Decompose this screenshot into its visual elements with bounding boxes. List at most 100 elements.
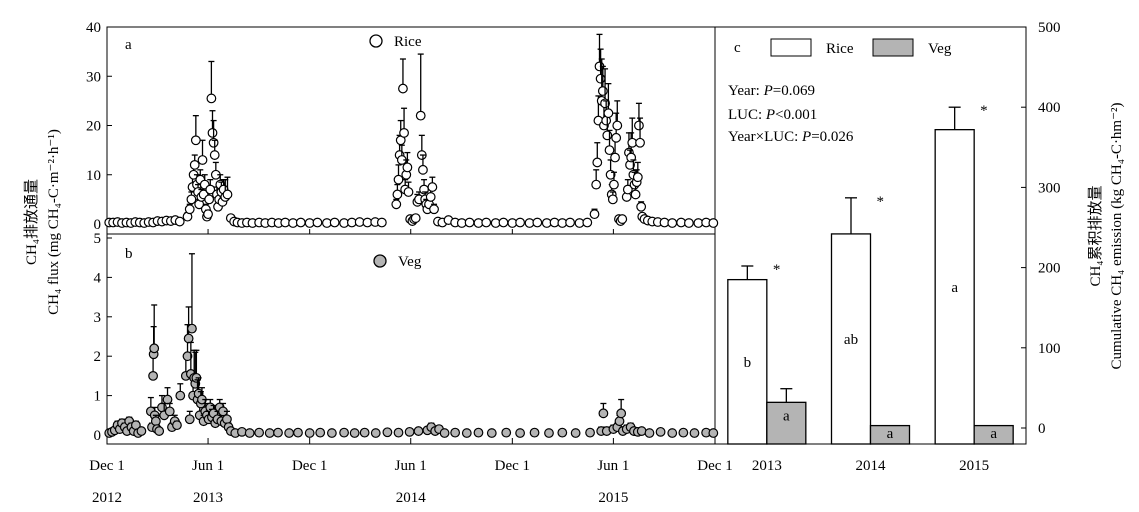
data-point: [175, 390, 186, 401]
data-point: [150, 416, 161, 427]
data-point: [207, 127, 218, 138]
stat-luc-p: P: [765, 107, 775, 123]
data-point: [222, 189, 233, 200]
data-point: [486, 428, 497, 438]
data-point: [393, 427, 404, 438]
legend-c-veg-swatch: [872, 38, 914, 57]
y-tick-label-c: 400: [1038, 100, 1061, 116]
data-point: [611, 132, 622, 143]
data-point: [515, 428, 526, 438]
y-tick-label-b: 1: [94, 389, 102, 405]
panel-a-label: a: [125, 37, 132, 53]
data-point: [403, 187, 414, 197]
data-point: [148, 371, 158, 381]
data-point: [184, 414, 195, 425]
data-point: [595, 73, 606, 84]
data-point: [413, 426, 424, 436]
data-point: [312, 217, 323, 228]
x-year-label: 2012: [92, 490, 122, 506]
data-point: [184, 204, 195, 215]
data-point: [304, 428, 315, 438]
data-point: [209, 150, 220, 160]
data-point: [376, 217, 387, 228]
y-tick-label-b: 4: [94, 270, 102, 286]
y-tick-label-c: 0: [1038, 421, 1046, 437]
data-point: [614, 416, 625, 427]
data-point: [473, 427, 484, 438]
data-point: [391, 199, 402, 210]
data-point: [655, 426, 666, 437]
data-point: [186, 194, 197, 205]
data-point: [607, 194, 618, 205]
rice-flux-series: [104, 33, 719, 228]
data-point: [425, 192, 436, 202]
data-point: [370, 428, 381, 438]
stat-interaction: Year×LUC: P=0.026: [728, 129, 854, 145]
x-tick-label: Dec 1: [292, 458, 327, 474]
data-point: [498, 217, 509, 228]
y-tick-label-a: 10: [86, 168, 101, 184]
data-point: [264, 428, 275, 438]
right-ylabel-en: Cumulative CH₄ emission (kg CH₄-C·hm⁻²): [1109, 102, 1125, 369]
significance-star: *: [773, 262, 781, 278]
data-point: [293, 427, 303, 438]
data-point: [570, 428, 581, 438]
x-year-label: 2015: [598, 490, 628, 506]
data-point: [634, 120, 644, 131]
data-point: [359, 427, 370, 438]
data-point: [630, 189, 641, 200]
x-year-label: 2014: [396, 490, 427, 506]
data-point: [439, 428, 450, 438]
y-tick-label-b: 2: [94, 349, 102, 365]
data-point: [604, 145, 615, 156]
data-point: [609, 179, 619, 190]
y-tick-label-b: 3: [94, 310, 102, 326]
stat-luc-label: LUC:: [728, 107, 766, 123]
stat-year: Year: P=0.069: [728, 83, 815, 99]
data-point: [632, 172, 643, 183]
data-point: [149, 343, 160, 354]
significance-letter: a: [887, 426, 894, 442]
category-label: 2013: [752, 458, 782, 474]
data-point: [617, 214, 628, 224]
data-point: [635, 137, 645, 148]
legend-rice-label: Rice: [394, 34, 422, 50]
significance-letter: a: [951, 280, 958, 296]
data-point: [644, 428, 655, 438]
data-point: [398, 83, 408, 94]
data-point: [429, 204, 439, 215]
data-point: [392, 189, 403, 200]
y-tick-label-a: 40: [86, 20, 101, 36]
y-tick-label-c: 200: [1038, 261, 1061, 277]
data-point: [616, 408, 627, 419]
data-point: [464, 217, 475, 228]
y-tick-label-a: 20: [86, 119, 101, 135]
data-point: [591, 179, 602, 190]
data-point: [418, 164, 428, 175]
stat-interaction-value: =0.026: [811, 129, 854, 145]
data-point: [189, 159, 200, 170]
data-point: [174, 216, 185, 227]
x-tick-label: Jun 1: [597, 458, 629, 474]
data-point: [529, 427, 540, 438]
data-point: [689, 428, 700, 438]
legend-rice-marker: [369, 34, 383, 48]
stat-year-p: P: [763, 83, 773, 99]
significance-letter: a: [783, 408, 790, 424]
data-point: [329, 217, 340, 228]
x-tick-label: Jun 1: [192, 458, 224, 474]
y-tick-label-c: 500: [1038, 20, 1061, 36]
significance-star: *: [877, 194, 885, 210]
bar: [766, 401, 807, 445]
data-point: [667, 218, 678, 228]
data-point: [427, 182, 438, 192]
data-point: [154, 426, 165, 436]
significance-star: *: [980, 103, 988, 119]
data-point: [415, 110, 426, 121]
data-point: [585, 427, 595, 438]
data-point: [481, 217, 492, 228]
data-point: [592, 157, 603, 168]
y-tick-label-b: 0: [94, 428, 102, 444]
data-point: [402, 162, 413, 173]
data-point: [636, 201, 647, 212]
